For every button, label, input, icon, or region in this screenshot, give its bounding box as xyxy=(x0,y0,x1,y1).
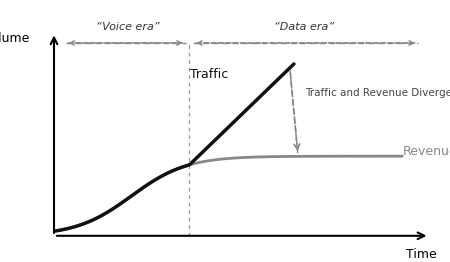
Text: “Voice era”: “Voice era” xyxy=(96,23,159,32)
Text: Volume: Volume xyxy=(0,32,31,46)
Text: Traffic: Traffic xyxy=(190,68,228,80)
Text: “Data era”: “Data era” xyxy=(274,23,334,32)
Text: Revenue: Revenue xyxy=(402,145,450,159)
Text: Traffic and Revenue Divergence: Traffic and Revenue Divergence xyxy=(306,88,450,98)
Text: Time: Time xyxy=(406,248,437,261)
